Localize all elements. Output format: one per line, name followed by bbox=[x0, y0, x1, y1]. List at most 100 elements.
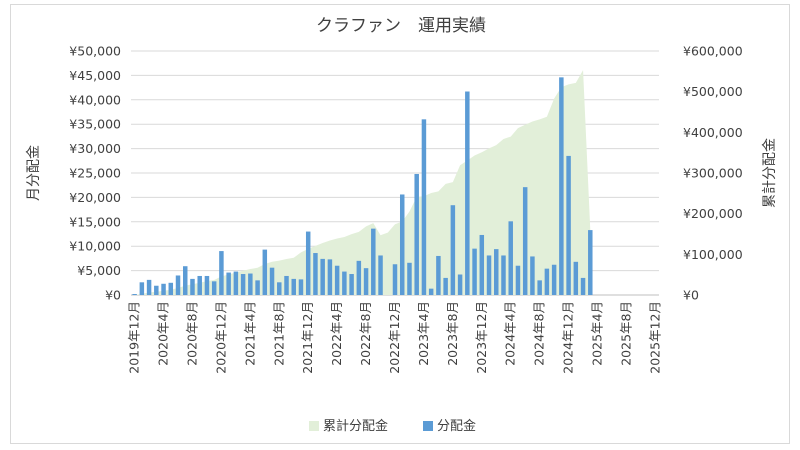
left-tick-label: ¥20,000 bbox=[69, 190, 121, 205]
left-axis-title: 月分配金 bbox=[26, 145, 42, 201]
bar bbox=[161, 283, 166, 295]
right-tick-label: ¥0 bbox=[683, 288, 699, 303]
legend: 累計分配金 分配金 bbox=[309, 418, 476, 434]
bar bbox=[334, 265, 340, 295]
x-tick-label: 2024年4月 bbox=[503, 301, 518, 366]
bar bbox=[407, 262, 412, 295]
chart-svg: クラファン 運用実績 ¥0 ¥5,000 ¥10,000 ¥15,000 ¥20,000… bbox=[26, 16, 778, 434]
x-tick-label: 2023年12月 bbox=[474, 301, 489, 374]
left-tick-label: ¥45,000 bbox=[69, 68, 121, 83]
bar bbox=[465, 91, 470, 295]
right-tick-label: ¥300,000 bbox=[683, 166, 743, 181]
cumulative-area-layer bbox=[134, 70, 591, 295]
bar bbox=[371, 228, 376, 295]
bar bbox=[226, 272, 231, 295]
x-tick-label: 2019年12月 bbox=[127, 301, 142, 374]
right-tick-label: ¥400,000 bbox=[683, 125, 743, 140]
left-tick-label: ¥40,000 bbox=[69, 92, 121, 107]
x-tick-label: 2024年8月 bbox=[532, 301, 547, 366]
x-tick-label: 2022年8月 bbox=[358, 301, 373, 366]
bar bbox=[154, 285, 159, 295]
bar bbox=[573, 261, 579, 295]
x-tick-label: 2025年8月 bbox=[618, 301, 633, 366]
x-tick-label: 2022年4月 bbox=[329, 301, 344, 366]
bar bbox=[197, 275, 202, 295]
left-tick-label: ¥50,000 bbox=[69, 44, 121, 59]
legend-label-cumulative: 累計分配金 bbox=[323, 418, 388, 434]
bar bbox=[494, 249, 499, 295]
left-axis-ticks: ¥0 ¥5,000 ¥10,000 ¥15,000 ¥20,000 ¥25,000 ¥30,… bbox=[69, 44, 121, 303]
bar bbox=[183, 266, 188, 295]
bar bbox=[530, 256, 535, 295]
left-tick-label: ¥30,000 bbox=[69, 141, 121, 156]
bar bbox=[428, 288, 434, 295]
bar bbox=[168, 282, 174, 295]
bar bbox=[378, 255, 383, 295]
bar bbox=[356, 260, 362, 295]
x-tick-label: 2025年12月 bbox=[647, 301, 662, 374]
bar bbox=[291, 278, 296, 295]
bar bbox=[580, 277, 586, 295]
legend-label-monthly: 分配金 bbox=[437, 418, 476, 434]
chart-title: クラファン 運用実績 bbox=[316, 16, 486, 36]
bar bbox=[204, 275, 210, 295]
bar bbox=[544, 268, 550, 295]
x-tick-label: 2024年12月 bbox=[561, 301, 576, 374]
bar bbox=[219, 251, 224, 295]
bar bbox=[421, 119, 427, 295]
x-axis-ticks: 2019年12月 2020年4月 2020年8月 2020年12月 2021年4月 202… bbox=[127, 301, 663, 374]
right-tick-label: ¥100,000 bbox=[683, 247, 743, 262]
x-tick-label: 2023年8月 bbox=[445, 301, 460, 366]
bar bbox=[277, 282, 282, 295]
bar bbox=[508, 221, 513, 295]
bar bbox=[342, 271, 347, 295]
bar bbox=[327, 259, 333, 295]
bar bbox=[269, 267, 275, 295]
bar bbox=[305, 231, 311, 295]
x-tick-label: 2020年12月 bbox=[213, 301, 228, 374]
left-tick-label: ¥0 bbox=[105, 288, 121, 303]
bar bbox=[248, 273, 253, 295]
bar bbox=[501, 255, 506, 295]
x-tick-label: 2022年12月 bbox=[387, 301, 402, 374]
bar bbox=[284, 275, 289, 295]
bar bbox=[313, 253, 318, 295]
bar bbox=[363, 268, 369, 295]
bar bbox=[320, 258, 325, 295]
left-tick-label: ¥15,000 bbox=[69, 214, 121, 229]
right-axis-ticks: ¥0 ¥100,000 ¥200,000 ¥300,000 ¥400,000 ¥500,0… bbox=[683, 44, 743, 303]
bar bbox=[515, 265, 521, 295]
right-tick-label: ¥600,000 bbox=[683, 44, 743, 59]
x-tick-label: 2020年4月 bbox=[156, 301, 171, 366]
cumulative-area bbox=[134, 70, 591, 295]
bar bbox=[472, 248, 477, 295]
left-tick-label: ¥5,000 bbox=[77, 263, 121, 278]
bar bbox=[262, 249, 268, 295]
x-tick-label: 2021年12月 bbox=[300, 301, 315, 374]
bar bbox=[190, 278, 195, 295]
x-tick-label: 2020年8月 bbox=[184, 301, 199, 366]
bar bbox=[132, 294, 137, 295]
bar bbox=[559, 77, 564, 296]
bar bbox=[566, 155, 571, 295]
bar bbox=[588, 230, 593, 295]
grid bbox=[131, 50, 659, 296]
left-tick-label: ¥25,000 bbox=[69, 166, 121, 181]
chart-frame: クラファン 運用実績 ¥0 ¥5,000 ¥10,000 ¥15,000 ¥20,000… bbox=[10, 4, 790, 444]
bar bbox=[255, 280, 260, 295]
right-tick-label: ¥500,000 bbox=[683, 84, 743, 99]
x-tick-label: 2021年8月 bbox=[271, 301, 286, 366]
bar bbox=[399, 194, 405, 295]
bar bbox=[233, 271, 239, 295]
legend-swatch-cumulative bbox=[309, 421, 319, 431]
bar bbox=[551, 264, 557, 295]
bar bbox=[175, 275, 181, 295]
bar bbox=[486, 255, 492, 295]
bar bbox=[298, 279, 304, 295]
left-tick-label: ¥10,000 bbox=[69, 239, 121, 254]
bar bbox=[537, 280, 542, 295]
bar bbox=[443, 277, 448, 295]
bar bbox=[139, 282, 145, 295]
bar bbox=[146, 279, 152, 295]
legend-swatch-monthly bbox=[423, 421, 433, 431]
